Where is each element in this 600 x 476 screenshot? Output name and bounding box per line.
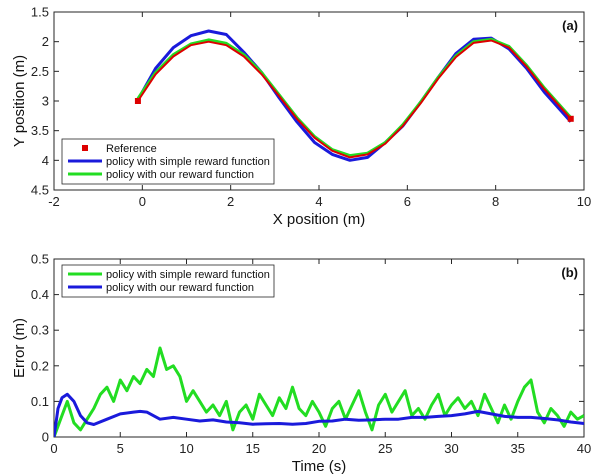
series-line-reference (137, 39, 572, 159)
y-axis-label: Error (m) (11, 318, 28, 378)
panel-a-trajectory-chart: -2 0 2 4 6 8 10 1.5 2 2.5 3 3.5 4 4.5 X position (m) Y … (11, 5, 591, 229)
panel-label: (b) (561, 265, 578, 280)
y-tick-label: 0.4 (31, 287, 49, 302)
x-tick-label: 2 (227, 194, 234, 209)
y-tick-label: 4.5 (31, 183, 49, 198)
y-tick-label: 0.5 (31, 252, 49, 267)
series-group (136, 29, 572, 162)
legend-box (61, 264, 275, 298)
x-axis-label: X position (m) (273, 211, 366, 228)
series-line-policy-with-our-reward-function (54, 392, 584, 437)
y-tick-label: 0.1 (31, 394, 49, 409)
panel-b-error-chart: 0 5 10 15 20 25 30 35 40 0 0.1 0.2 0.3 0.4 0.5 Time (s)… (11, 252, 591, 476)
y-tick-label: 0.3 (31, 323, 49, 338)
x-tick-label: 10 (179, 441, 193, 456)
y-tick-label: 0.2 (31, 358, 49, 373)
legend: policy with simple reward functionpolicy… (61, 264, 275, 298)
y-tick-label: 3 (42, 94, 49, 109)
legend-entry-label: policy with simple reward function (106, 156, 270, 168)
legend-entry-label: policy with our reward function (106, 169, 254, 181)
legend-entry-label: policy with our reward function (106, 282, 254, 294)
legend-entry-label: policy with simple reward function (106, 269, 270, 281)
x-tick-label: 6 (404, 194, 411, 209)
panel-label: (a) (562, 18, 578, 33)
x-tick-label: 4 (315, 194, 322, 209)
y-tick-label: 2.5 (31, 64, 49, 79)
y-axis-label: Y position (m) (11, 55, 28, 147)
x-tick-label: 10 (577, 194, 591, 209)
legend-swatch (82, 145, 88, 151)
x-tick-label: 15 (246, 441, 260, 456)
reference-start-marker (134, 98, 141, 104)
x-tick-label: 0 (139, 194, 146, 209)
x-tick-label: 8 (492, 194, 499, 209)
series-line-policy-with-simple-reward-function (54, 346, 584, 437)
x-tick-label: 5 (117, 441, 124, 456)
y-tick-label: 1.5 (31, 5, 49, 20)
x-tick-label: 20 (312, 441, 326, 456)
y-tick-label: 3.5 (31, 123, 49, 138)
x-tick-label: 25 (378, 441, 392, 456)
y-tick-label: 0 (42, 430, 49, 445)
y-tick-label: 4 (42, 153, 49, 168)
reference-end-marker (567, 115, 574, 122)
x-axis-label: Time (s) (292, 458, 346, 475)
legend-box (61, 138, 275, 185)
x-tick-label: 30 (444, 441, 458, 456)
x-tick-label: -2 (48, 194, 60, 209)
series-group (54, 346, 584, 437)
legend-entry-label: Reference (106, 143, 157, 155)
series-line-policy-with-our-reward-function (136, 37, 572, 158)
x-tick-label: 0 (50, 441, 57, 456)
x-tick-label: 35 (511, 441, 525, 456)
x-tick-label: 40 (577, 441, 591, 456)
y-tick-label: 2 (42, 34, 49, 49)
